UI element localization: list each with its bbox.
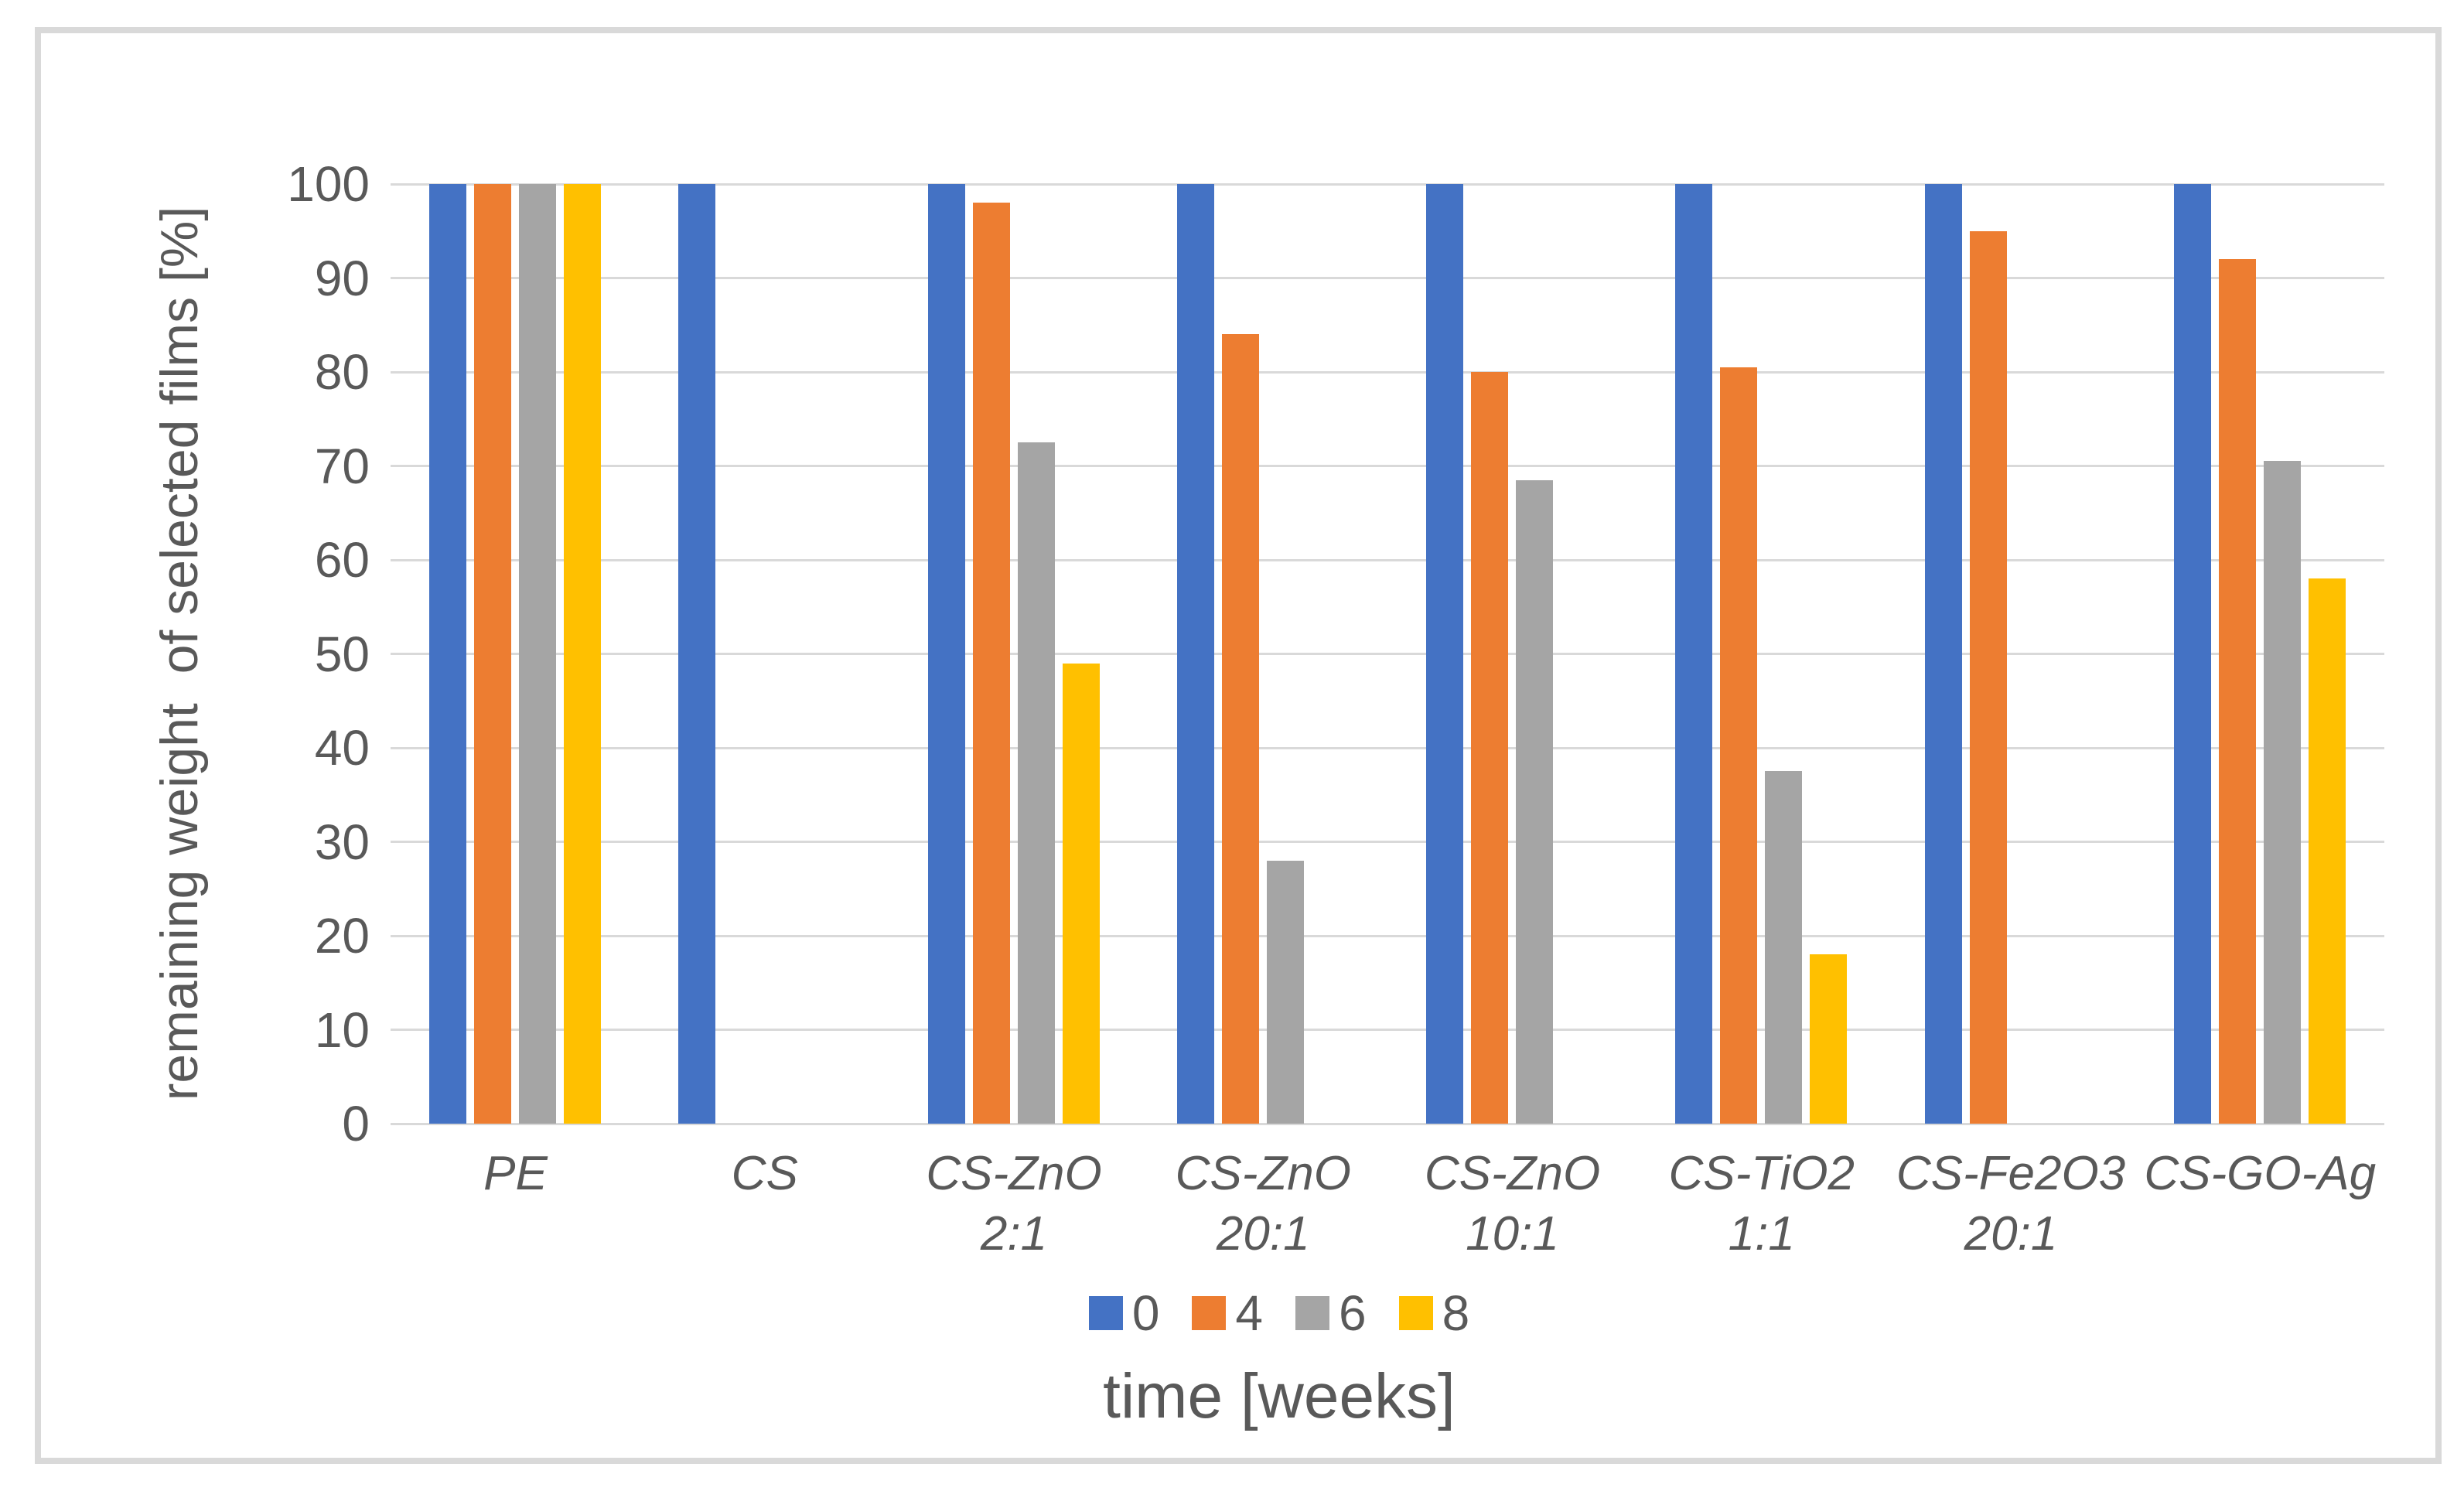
x-axis-title: time [weeks] [1103, 1361, 1456, 1431]
x-category-label-cs-tio2-1-1: CS-TiO2 1:1 [1668, 1147, 1855, 1261]
bar-cs-tio2-1-1-week-6 [1765, 771, 1803, 1124]
y-tick-label-100: 100 [287, 156, 370, 212]
bar-cs-tio2-1-1-week-4 [1720, 367, 1758, 1124]
gridline-80 [391, 370, 2384, 374]
y-tick-label-10: 10 [314, 1001, 370, 1058]
y-tick-label-90: 90 [314, 250, 370, 306]
y-tick-label-40: 40 [314, 720, 370, 776]
legend-label-week-0: 0 [1131, 1285, 1160, 1341]
gridline-20 [391, 934, 2384, 937]
gridline-40 [391, 746, 2384, 749]
y-tick-label-70: 70 [314, 438, 370, 494]
bar-cs-zno-10-1-week-0 [1426, 184, 1464, 1124]
bar-cs-go-ag-week-4 [2218, 259, 2256, 1124]
x-category-label-cs-go-ag: CS-GO-Ag [2144, 1147, 2377, 1200]
bar-cs-zno-2-1-week-8 [1062, 663, 1100, 1124]
bar-cs-zno-20-1-week-6 [1266, 860, 1304, 1124]
legend-swatch-week-4 [1192, 1296, 1227, 1330]
y-tick-label-60: 60 [314, 532, 370, 588]
x-category-label-cs-fe2o3-20-1: CS-Fe2O3 20:1 [1896, 1147, 2126, 1261]
legend-label-week-8: 8 [1442, 1285, 1470, 1341]
x-category-label-cs: CS [731, 1147, 798, 1200]
bar-cs-zno-2-1-week-4 [972, 203, 1010, 1124]
bar-cs-go-ag-week-8 [2308, 578, 2346, 1124]
bar-cs-zno-20-1-week-4 [1221, 334, 1259, 1124]
legend-swatch-week-0 [1088, 1296, 1123, 1330]
bar-cs-zno-20-1-week-0 [1176, 184, 1214, 1124]
bar-cs-tio2-1-1-week-8 [1810, 954, 1848, 1124]
gridline-60 [391, 558, 2384, 561]
bar-cs-go-ag-week-6 [2263, 461, 2301, 1124]
bar-cs-fe2o3-20-1-week-4 [1969, 230, 2007, 1124]
y-tick-label-80: 80 [314, 344, 370, 400]
gridline-10 [391, 1029, 2384, 1031]
legend-item-week-0: 0 [1088, 1285, 1160, 1342]
y-tick-label-0: 0 [342, 1096, 370, 1152]
legend-label-week-6: 6 [1339, 1285, 1367, 1341]
bar-cs-tio2-1-1-week-0 [1675, 184, 1713, 1124]
gridline-50 [391, 653, 2384, 655]
plot-area [391, 183, 2384, 1125]
gridline-30 [391, 841, 2384, 843]
legend: 0 4 6 8 [76, 1285, 2464, 1342]
legend-swatch-week-8 [1398, 1296, 1433, 1330]
bar-pe-week-8 [564, 184, 602, 1124]
y-tick-label-30: 30 [314, 814, 370, 870]
y-tick-label-20: 20 [314, 908, 370, 964]
bar-cs-week-0 [678, 184, 716, 1124]
bar-pe-week-4 [474, 184, 512, 1124]
gridline-100 [391, 183, 2384, 186]
bar-cs-zno-10-1-week-4 [1471, 372, 1509, 1124]
chart-figure: remaining weight of selected films [%] 0… [35, 27, 2442, 1464]
bar-pe-week-6 [519, 184, 557, 1124]
legend-swatch-week-6 [1295, 1296, 1329, 1330]
legend-item-week-4: 4 [1192, 1285, 1263, 1342]
bar-cs-zno-10-1-week-6 [1516, 479, 1554, 1124]
legend-item-week-6: 6 [1295, 1285, 1367, 1342]
x-category-label-cs-zno-10-1: CS-ZnO 10:1 [1424, 1147, 1601, 1261]
bar-cs-zno-2-1-week-6 [1017, 442, 1055, 1124]
y-tick-label-50: 50 [314, 626, 370, 682]
x-category-label-cs-zno-2-1: CS-ZnO 2:1 [926, 1147, 1129, 1261]
gridline-0 [391, 1122, 2384, 1125]
bar-cs-fe2o3-20-1-week-0 [1924, 184, 1962, 1124]
legend-label-week-4: 4 [1235, 1285, 1263, 1341]
x-category-label-pe: PE [483, 1147, 548, 1200]
legend-item-week-8: 8 [1398, 1285, 1470, 1342]
bar-pe-week-0 [429, 184, 467, 1124]
bar-cs-go-ag-week-0 [2173, 184, 2211, 1124]
gridline-90 [391, 277, 2384, 279]
x-category-label-cs-zno-20-1: CS-ZnO 20:1 [1175, 1147, 1351, 1261]
gridline-70 [391, 465, 2384, 467]
bar-cs-zno-2-1-week-0 [927, 184, 965, 1124]
